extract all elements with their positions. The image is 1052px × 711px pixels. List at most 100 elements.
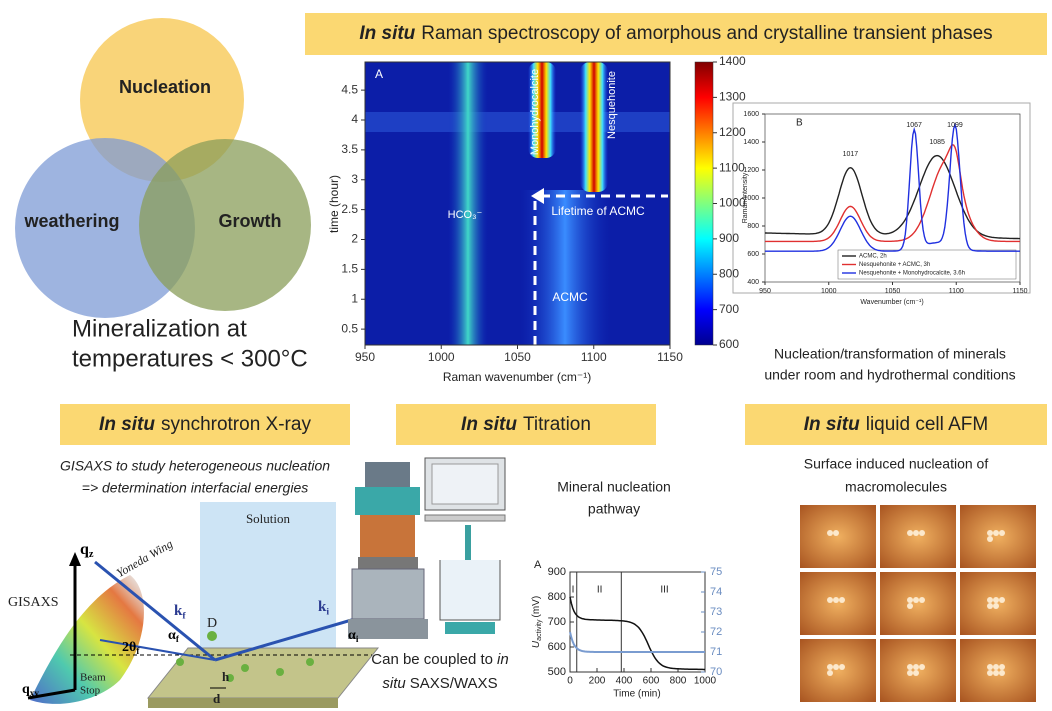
titration-chart [570,572,705,672]
afm-cluster [827,670,833,676]
afm-cluster [999,597,1005,603]
afm-cluster [833,530,839,536]
description: GISAXS to study heterogeneous nucleation [60,458,330,474]
x-tick-label: 400 [616,676,633,687]
afm-cluster [999,664,1005,670]
annotation: Lifetime of ACMC [551,204,645,218]
nucleus [306,658,314,666]
device [352,569,424,619]
afm-cluster [913,530,919,536]
afm-cluster [827,530,833,536]
legend-entry: Nesquehonite + Monohydrocalcite, 3.6h [859,271,965,277]
afm-cluster [907,664,913,670]
map-streak [448,62,488,345]
afm-cluster [839,597,845,603]
y2-tick-label: 73 [710,606,722,618]
solution-box [200,502,336,672]
afm-image [960,505,1036,568]
afm-image [960,639,1036,702]
panel-label: A [375,67,383,81]
y-axis-label: Raman Intensity [742,172,749,223]
afm-image [800,505,876,568]
annotation: HCO₃⁻ [448,209,483,221]
y2-tick-label: 75 [710,566,722,578]
y-tick-label: 400 [747,279,759,286]
y-tick-label: 1600 [743,111,759,118]
afm-images [800,505,1036,702]
solution-label: Solution [246,511,291,526]
x-tick-label: 800 [670,676,687,687]
titration-apparatus [348,458,505,639]
ai-label-base: α [348,628,356,643]
venn-label: Growth [219,211,282,231]
afm-cluster [839,664,845,670]
x-tick-label: 1100 [949,288,964,295]
y-tick-label: 800 [548,591,566,603]
afm-cluster [987,597,993,603]
afm-cluster [999,670,1005,676]
nucleus [207,631,217,641]
afm-cluster [993,597,999,603]
note-emphasis: in [497,651,509,668]
afm-cluster [987,530,993,536]
nucleus [276,668,284,676]
y-tick-label: 3 [351,172,358,186]
chart-title: pathway [588,501,640,517]
y2-tick-label: 70 [710,666,722,678]
slide: NucleationweatheringGrowthMineralization… [0,0,1052,711]
colorbar-label: 600 [719,337,739,351]
banner-text: synchrotron X-ray [161,414,311,435]
d-label: d [213,691,221,706]
note-emphasis: situ [382,675,406,692]
banner-title: In situTitration [461,414,591,435]
banner-title: In situ synchrotron X-ray [99,414,311,435]
phase-label: I [572,585,575,596]
y-tick-label: 800 [747,223,759,230]
tf-label-base: 2θ [122,640,136,655]
afm-cluster [919,597,925,603]
y-axis-label: Uactivity(mV) [531,596,543,648]
qz-label-sub: z [89,549,94,560]
qxy-label-sub: xy [30,688,40,698]
afm-cluster [827,664,833,670]
note-text: Can be coupled to [371,651,493,668]
y-tick-label: 600 [548,641,566,653]
afm-cluster [993,670,999,676]
y-tick-label: 600 [747,251,759,258]
keyboard [425,515,505,521]
substrate-edge [148,698,338,708]
banner-emphasis: In situ [99,414,155,435]
y-tick-label: 1 [351,291,358,305]
y-axis-label: time (hour) [327,175,341,233]
afm-cluster [833,664,839,670]
afm-cluster [907,597,913,603]
note-text: SAXS/WAXS [410,675,498,692]
venn-label: Nucleation [119,77,211,97]
colorbar-label: 1300 [719,90,746,104]
d-particle-label: D [207,616,217,631]
kf-label: kf [174,603,186,621]
device [355,487,420,515]
afm-cluster [913,670,919,676]
y-tick-label: 4 [351,112,358,126]
kf-label-sub: f [182,611,186,622]
legend-entry: ACMC, 2h [859,254,887,260]
afm-cluster [919,664,925,670]
banner-text: liquid cell AFM [866,414,989,435]
chart-title: Mineral nucleation [557,479,671,495]
x-tick-label: 1050 [885,288,901,295]
phase-label: III [660,585,668,596]
y-tick-label: 900 [548,566,566,578]
venn [15,18,311,318]
panel-label: A [534,559,542,571]
y-tick-label: 700 [548,616,566,628]
device [348,619,428,639]
caption: Nucleation/transformation of minerals [774,346,1006,362]
x-tick-label: 1150 [657,350,683,364]
colorbar-label: 1200 [719,125,746,139]
banner-text: Titration [523,414,591,435]
afm-cluster [993,603,999,609]
burette [465,525,471,565]
annotation: Nesquehonite [606,71,618,139]
